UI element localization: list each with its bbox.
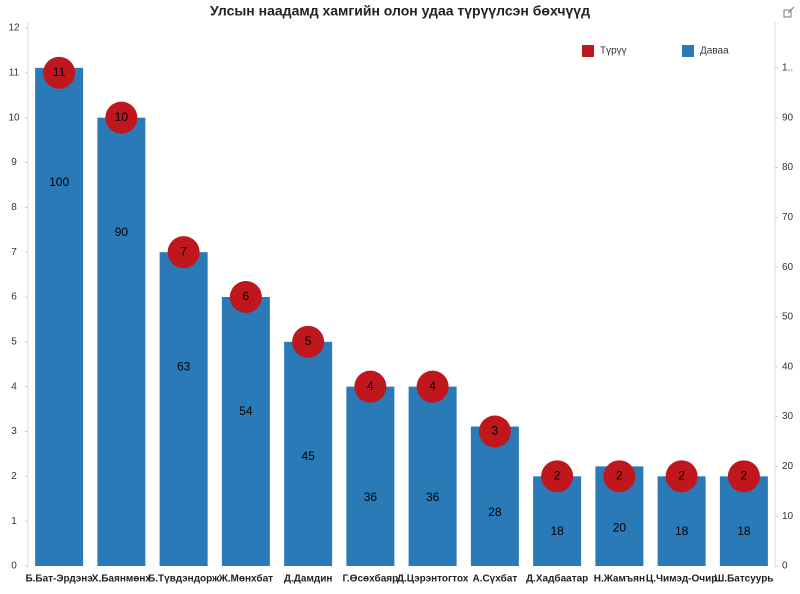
y-tick-label: 9 bbox=[11, 157, 17, 168]
y2-tick-label: 40 bbox=[782, 361, 794, 372]
y2-tick-label: 60 bbox=[782, 262, 794, 273]
dot-label: 10 bbox=[115, 110, 129, 124]
dot bbox=[167, 236, 200, 269]
y-tick-label: 3 bbox=[11, 426, 17, 437]
bar bbox=[346, 386, 395, 566]
x-tick-label: Б.Бат-Эрдэнэ bbox=[25, 574, 93, 585]
bar bbox=[35, 67, 84, 566]
x-tick-label: Ц.Чимэд-Очир bbox=[646, 574, 717, 585]
dot bbox=[478, 415, 511, 448]
y-tick-label: 4 bbox=[11, 381, 17, 392]
y2-tick-label: 90 bbox=[782, 112, 794, 123]
bar-label: 45 bbox=[301, 449, 315, 463]
x-tick-label: Н.Жамъян bbox=[594, 574, 645, 585]
dot-label: 2 bbox=[616, 469, 623, 483]
dot bbox=[603, 460, 636, 493]
expand-icon[interactable] bbox=[783, 6, 795, 18]
legend-swatch bbox=[582, 45, 594, 57]
y-tick-label: 0 bbox=[11, 561, 17, 572]
y-tick-label: 12 bbox=[8, 23, 20, 34]
bar bbox=[221, 297, 270, 566]
dot-label: 2 bbox=[554, 469, 561, 483]
y2-tick-label: 50 bbox=[782, 312, 794, 323]
dot-label: 4 bbox=[367, 379, 374, 393]
y2-tick-label: 10 bbox=[782, 511, 794, 522]
legend-label: Даваа bbox=[700, 46, 729, 57]
y-tick-label: 8 bbox=[11, 202, 17, 213]
y2-tick-label: 30 bbox=[782, 411, 794, 422]
bar-label: 28 bbox=[488, 505, 502, 519]
dot-label: 5 bbox=[305, 334, 312, 348]
dot bbox=[292, 325, 325, 358]
y2-tick-label: 70 bbox=[782, 212, 794, 223]
dot bbox=[105, 101, 138, 134]
dot bbox=[229, 281, 262, 313]
x-tick-label: Х.Баянмөнх bbox=[92, 574, 152, 585]
bar bbox=[408, 386, 457, 566]
bar-label: 90 bbox=[115, 225, 129, 239]
x-tick-label: Ж.Мөнхбат bbox=[218, 573, 273, 585]
bar-label: 18 bbox=[550, 524, 564, 538]
bar bbox=[284, 341, 333, 566]
legend-swatch bbox=[682, 45, 694, 57]
bar-label: 18 bbox=[737, 524, 751, 538]
y-tick-label: 1 bbox=[11, 516, 17, 527]
y-tick-label: 5 bbox=[11, 336, 17, 347]
dot-label: 2 bbox=[678, 469, 685, 483]
x-tick-label: Б.Түвдэндорж bbox=[148, 574, 220, 585]
y2-tick-label: 20 bbox=[782, 461, 794, 472]
y-tick-label: 2 bbox=[11, 471, 17, 482]
dot bbox=[43, 56, 76, 89]
y2-tick-label: 80 bbox=[782, 162, 794, 173]
dot-label: 7 bbox=[180, 244, 187, 258]
y-tick-label: 10 bbox=[8, 112, 20, 123]
bar bbox=[470, 426, 519, 566]
bar bbox=[97, 117, 146, 567]
y2-tick-label: 1.. bbox=[782, 62, 793, 73]
bar-label: 54 bbox=[239, 404, 253, 418]
chart-title: Улсын наадамд хамгийн олон удаа түрүүлсэ… bbox=[210, 3, 590, 19]
icon-box bbox=[783, 9, 792, 18]
dot-label: 2 bbox=[741, 469, 748, 483]
x-tick-label: Ш.Батсуурь bbox=[714, 574, 773, 585]
bar-label: 20 bbox=[613, 520, 627, 534]
dot bbox=[416, 370, 449, 403]
bar-label: 18 bbox=[675, 524, 689, 538]
dot bbox=[727, 460, 760, 493]
dot bbox=[354, 370, 387, 403]
legend-label: Түрүү bbox=[600, 46, 627, 57]
x-tick-label: Д.Дамдин bbox=[284, 574, 333, 585]
dot-label: 6 bbox=[243, 289, 250, 303]
icon-arrow bbox=[787, 6, 795, 14]
bar-label: 36 bbox=[364, 490, 378, 504]
x-tick-label: Г.Өсөхбаяр bbox=[342, 573, 398, 585]
bar-label: 63 bbox=[177, 359, 191, 373]
x-tick-label: Д.Хадбаатар bbox=[526, 573, 588, 585]
y-tick-label: 11 bbox=[9, 67, 20, 78]
bar bbox=[159, 252, 208, 566]
dot-label: 11 bbox=[53, 65, 66, 79]
y-tick-label: 6 bbox=[11, 292, 17, 303]
y2-tick-label: 0 bbox=[782, 561, 788, 572]
y-tick-label: 7 bbox=[11, 247, 17, 258]
bar-label: 36 bbox=[426, 490, 440, 504]
dot bbox=[541, 460, 574, 493]
x-tick-label: А.Сүхбат bbox=[472, 573, 517, 585]
dot-label: 3 bbox=[492, 424, 499, 438]
dot bbox=[665, 460, 698, 493]
dot-label: 4 bbox=[429, 379, 436, 393]
x-tick-label: Д.Цэрэнтогтох bbox=[397, 574, 469, 585]
bar-label: 100 bbox=[49, 175, 69, 189]
